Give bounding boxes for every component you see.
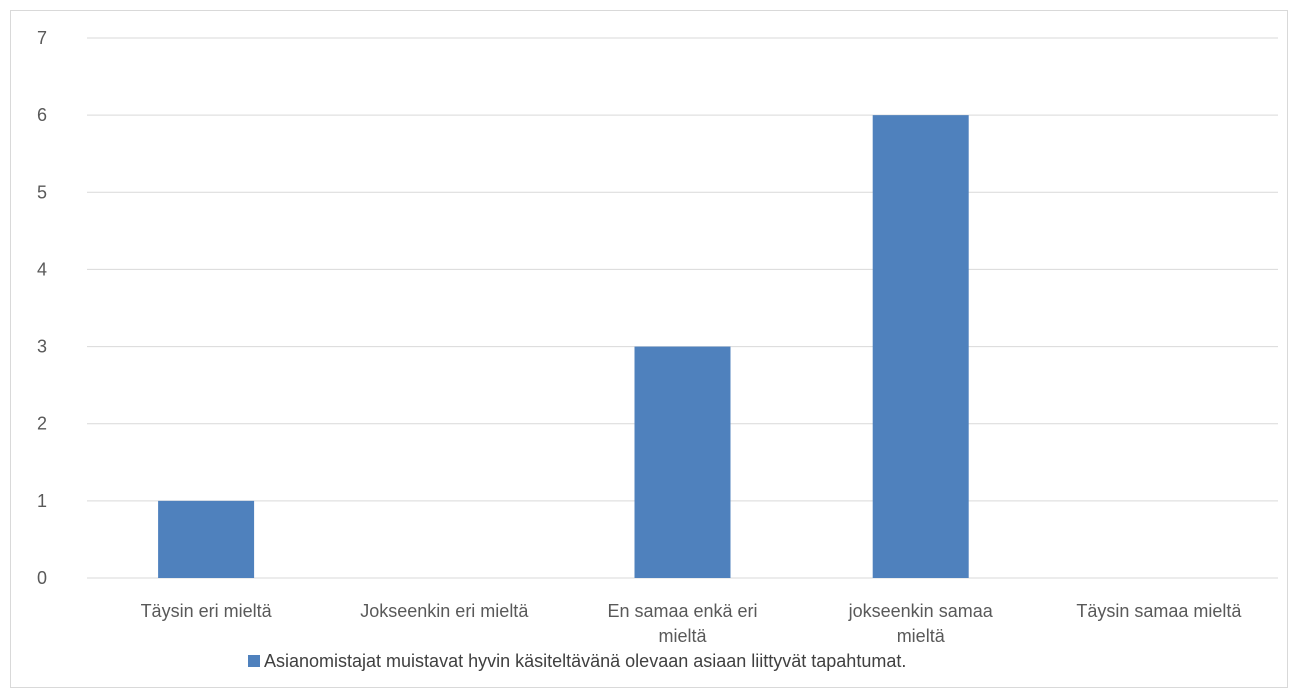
legend: Asianomistajat muistavat hyvin käsiteltä… [248,651,906,671]
x-tick-label: jokseenkin samaa mieltä [848,601,994,646]
y-tick-label: 2 [37,414,47,434]
legend-swatch [248,655,260,667]
gridlines [87,37,1278,579]
x-tick-label: Täysin eri mieltä [141,601,273,621]
y-tick-label: 5 [37,182,47,202]
y-tick-label: 4 [37,259,47,279]
y-tick-label: 0 [37,568,47,588]
y-tick-label: 3 [37,337,47,357]
x-tick-label: Jokseenkin eri mieltä [360,601,529,621]
bar [158,500,255,578]
x-axis-tick-labels: Täysin eri mieltä Jokseenkin eri mieltä En… [141,601,1243,646]
bars [158,115,969,579]
x-tick-label: En samaa enkä eri mieltä [607,601,757,646]
legend-label: Asianomistajat muistavat hyvin käsiteltä… [264,651,906,671]
x-tick-label: Täysin samaa mieltä [1076,601,1242,621]
y-tick-label: 7 [37,28,47,48]
y-tick-label: 1 [37,491,47,511]
bar [872,115,969,579]
bar [634,346,731,578]
y-tick-label: 6 [37,105,47,125]
y-axis-tick-labels: 0 1 2 3 4 5 6 7 [37,28,47,588]
